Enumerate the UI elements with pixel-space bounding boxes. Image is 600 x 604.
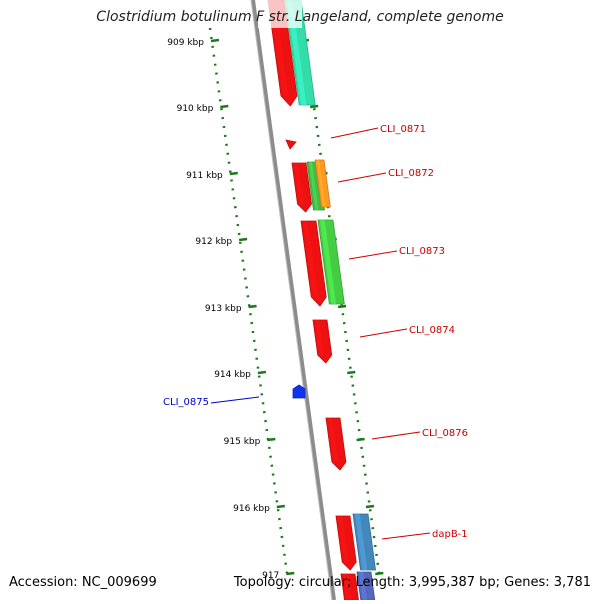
tick-mark-left <box>210 38 220 43</box>
tick-label: 910 kbp <box>177 104 214 114</box>
tick-mark-left <box>220 104 229 109</box>
tick-mark-right <box>337 304 347 309</box>
gene-label-cli_0871[interactable]: CLI_0871 <box>380 124 426 135</box>
tick-mark-left <box>248 304 257 309</box>
tick-mark-right <box>356 437 365 442</box>
accession-text: Accession: NC_009699 <box>9 575 157 590</box>
gene-arrow-shine <box>309 162 319 210</box>
tick-mark-left <box>276 504 285 509</box>
tick-label: 915 kbp <box>224 437 261 447</box>
gene-arrow-shine <box>355 514 368 570</box>
gene-arrow-f-0875[interactable] <box>292 384 306 399</box>
gene-arrow-shine <box>320 220 337 304</box>
tick-label: 911 kbp <box>186 171 223 181</box>
gene-arrow-f-0876[interactable] <box>325 417 347 471</box>
gene-label-dapb-1[interactable]: dapB-1 <box>432 529 468 540</box>
gene-arrow-f-0871[interactable] <box>285 139 297 150</box>
tick-mark-right <box>347 370 356 375</box>
label-leader-line <box>210 396 260 404</box>
gene-arrow-f-0874[interactable] <box>312 319 333 364</box>
tick-label: 909 kbp <box>167 38 204 48</box>
tick-mark-left <box>257 370 267 375</box>
gene-arrow-shine <box>359 572 368 600</box>
label-leader-line <box>371 431 421 440</box>
gene-arrow-shine <box>338 516 349 562</box>
gene-arrow-shine <box>294 163 304 204</box>
label-leader-line <box>381 532 431 540</box>
tick-mark-right <box>375 571 384 576</box>
gene-label-cli_0873[interactable]: CLI_0873 <box>399 246 445 257</box>
genome-backbone-highlight <box>250 0 333 601</box>
gene-label-cli_0876[interactable]: CLI_0876 <box>422 428 468 439</box>
map-title: Clostridium botulinum F str. Langeland, … <box>96 9 504 25</box>
gene-label-cli_0875[interactable]: CLI_0875 <box>163 397 209 408</box>
tick-label: 912 kbp <box>195 237 232 247</box>
tick-mark-left <box>229 171 238 176</box>
gene-arrow-shine <box>315 320 325 355</box>
genome-backbone <box>251 0 336 601</box>
genome-summary-text: Topology: circular; Length: 3,995,387 bp… <box>233 575 591 590</box>
gene-arrow-shine <box>317 160 326 207</box>
label-leader-line <box>348 250 398 260</box>
tick-mark-left <box>238 237 248 242</box>
label-leader-line <box>337 172 387 183</box>
tick-mark-left <box>286 571 295 576</box>
title-backdrop <box>258 0 302 28</box>
gene-arrow-shine <box>343 574 351 600</box>
label-leader-line <box>359 328 408 338</box>
tick-mark-right <box>365 504 375 509</box>
tick-label: 917 <box>262 571 279 581</box>
gene-arrow-shine <box>328 418 339 462</box>
tick-label: 914 kbp <box>214 370 251 380</box>
gene-label-cli_0872[interactable]: CLI_0872 <box>388 168 434 179</box>
gene-label-cli_0874[interactable]: CLI_0874 <box>409 325 455 336</box>
tick-label: 913 kbp <box>205 304 242 314</box>
label-leader-line <box>330 127 379 139</box>
tick-mark-left <box>267 437 276 442</box>
tick-mark-right <box>310 104 319 109</box>
gene-arrow-shine <box>303 221 319 297</box>
tick-label: 916 kbp <box>233 504 270 514</box>
